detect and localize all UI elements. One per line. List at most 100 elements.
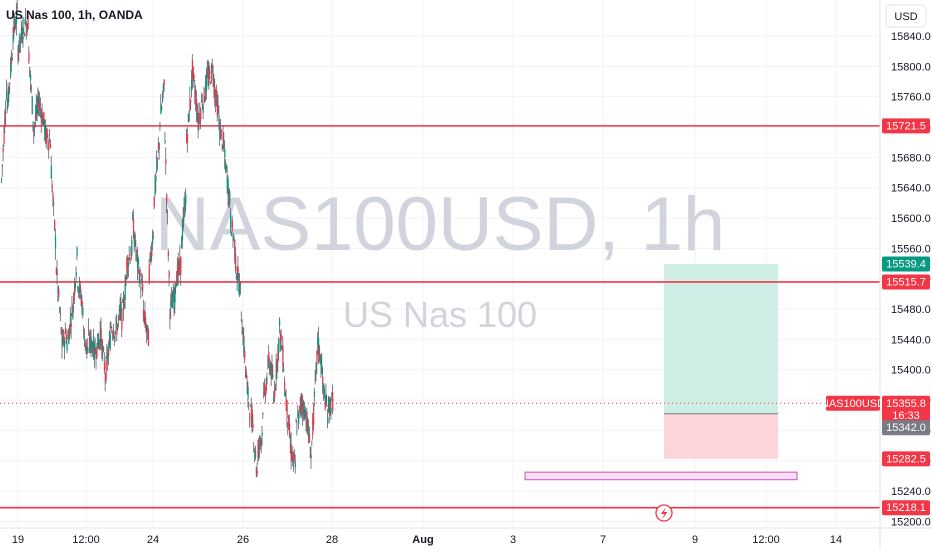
price-label-stop [882,451,930,467]
candle-body [264,384,266,392]
candle-body [45,129,48,144]
candle-body [307,421,309,429]
candle-body [323,389,326,395]
candle-body [170,300,172,308]
candle-body [171,296,173,298]
candle-body [79,285,82,290]
candle-body [201,99,203,103]
candle-body [152,235,155,237]
candle-body [298,410,300,424]
lightning-icon[interactable] [655,504,673,522]
candle-body [158,143,160,150]
candle-body [299,404,301,414]
candle-body [156,161,158,172]
candle-body [241,330,243,335]
candle-body [85,339,87,349]
candle-body [239,281,241,296]
candle-body [64,329,67,334]
x-tick-label: 7 [600,534,606,546]
price-label-current [882,395,930,422]
candle-body [197,114,199,130]
x-tick-label: 24 [147,534,159,546]
candle-body [188,111,190,122]
candle-body [75,272,77,277]
candle-body [284,393,287,398]
candle-body [185,194,187,205]
candle-body [178,261,180,269]
candle-body [215,90,218,98]
candle-body [254,450,257,458]
candle-body [145,322,147,331]
currency-button[interactable]: USD [885,4,927,28]
candle-body [34,123,36,126]
candle-body [180,257,182,275]
candle-body [242,333,244,343]
candle-body [292,453,294,456]
candle-body [213,79,215,94]
x-tick-label: 26 [237,534,249,546]
y-tick-label: 15600.0 [891,213,931,225]
candle-body [132,219,135,239]
candle-body [21,26,23,41]
candle-body [97,333,99,349]
horizontal-levels[interactable] [0,125,880,509]
candle-body [113,337,116,339]
candle-body [196,113,199,120]
candle-body [26,25,28,33]
candle-body [76,247,78,257]
candle-body [265,381,267,391]
candle-body [141,281,143,283]
candle-body [89,334,92,344]
position-zones[interactable] [524,264,798,481]
x-tick-label: 12:00 [72,534,100,546]
candle-body [110,325,112,327]
price-label-ticker [826,395,880,411]
candle-body [211,64,214,67]
target-zone[interactable] [664,264,778,414]
y-tick-label: 15680.0 [891,152,931,164]
candle-body [235,274,238,278]
candle-body [30,74,32,81]
candle-body [169,311,171,319]
candle-body [157,148,160,150]
candle-body [318,345,321,357]
candle-body [225,162,227,172]
stop-zone[interactable] [664,413,778,459]
candle-body [253,446,255,448]
candle-body [210,64,213,81]
candle-body [304,408,306,413]
candle-body [109,334,111,350]
candle-body [276,360,278,372]
candle-body [53,203,55,205]
price-label-level [882,118,930,134]
x-tick-label: 3 [510,534,516,546]
candle-body [137,254,139,269]
candle-body [133,237,135,245]
candle-body [325,393,327,402]
candle-body [315,363,317,371]
candle-body [206,74,208,91]
candle-body [1,178,3,181]
support-zone-box[interactable] [524,471,798,481]
candle-body [254,451,256,453]
candle-body [272,374,274,377]
candle-body [310,454,312,459]
candle-body [317,337,319,346]
candle-body [91,341,93,348]
candle-body [194,90,196,96]
candle-body [321,364,323,375]
candle-body [77,287,79,289]
candle-body [186,134,189,143]
candle-body [233,235,235,238]
candle-body [176,265,179,284]
candle-body [236,277,238,280]
candle-body [87,347,89,353]
candle-body [140,286,142,291]
candle-body [135,249,137,252]
y-tick-label: 15760.0 [891,92,931,104]
candle-body [33,131,35,133]
candle-body [62,334,64,344]
candle-body [20,37,22,41]
